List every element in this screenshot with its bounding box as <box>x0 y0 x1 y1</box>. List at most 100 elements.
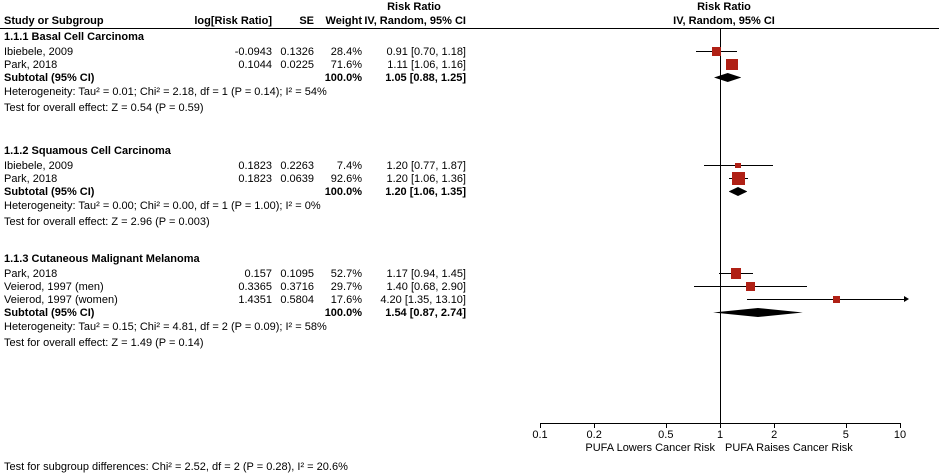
plot-cell <box>466 293 939 306</box>
plot-cell <box>466 280 939 293</box>
subgroup-title-row: 1.1.2 Squamous Cell Carcinoma <box>0 143 939 159</box>
axis-tick <box>720 424 721 428</box>
axis-tick-label: 5 <box>842 429 849 441</box>
col-header-weight: Weight <box>325 14 362 27</box>
risk-ratio-ci-text: 1.20 [0.77, 1.87] <box>386 159 466 172</box>
header-row-2: Study or Subgroup log[Risk Ratio] SE Wei… <box>0 13 939 28</box>
overall-effect-note-row: Test for overall effect: Z = 1.49 (P = 0… <box>0 335 939 351</box>
study-label: Park, 2018 <box>4 172 58 185</box>
study-row: Veierod, 1997 (women) 1.4351 0.5804 17.6% 4.… <box>0 293 939 306</box>
plot-subtitle: IV, Random, 95% CI <box>673 14 775 27</box>
se-value: 0.1326 <box>280 45 314 58</box>
weight-value: 28.4% <box>330 45 362 58</box>
se-value: 0.5804 <box>280 293 314 306</box>
heterogeneity-note: Heterogeneity: Tau² = 0.00; Chi² = 0.00,… <box>4 200 321 212</box>
subgroup-title: 1.1.3 Cutaneous Malignant Melanoma <box>4 253 200 265</box>
study-label: Ibiebele, 2009 <box>4 45 74 58</box>
section-spacer <box>0 230 939 251</box>
risk-ratio-ci-text: 1.54 [0.87, 2.74] <box>385 306 466 319</box>
col-header-effect-ci: IV, Random, 95% CI <box>364 14 466 27</box>
subtotal-row: Subtotal (95% CI) 100.0% 1.05 [0.88, 1.25] <box>0 71 939 84</box>
plot-cell <box>466 267 939 280</box>
plot-title: Risk Ratio <box>697 0 751 13</box>
table-header: Risk Ratio Risk Ratio Study or Subgroup … <box>0 0 939 29</box>
weight-value: 52.7% <box>330 267 362 280</box>
study-label: Veierod, 1997 (women) <box>4 293 118 306</box>
axis-direction-label-right: PUFA Raises Cancer Risk <box>725 442 853 454</box>
section-spacer <box>0 116 939 143</box>
risk-ratio-ci-text: 1.20 [1.06, 1.35] <box>385 185 466 198</box>
weight-value: 92.6% <box>330 172 362 185</box>
weight-value: 7.4% <box>336 159 362 172</box>
heterogeneity-note: Heterogeneity: Tau² = 0.01; Chi² = 2.18,… <box>4 86 327 98</box>
heterogeneity-note-row: Heterogeneity: Tau² = 0.15; Chi² = 4.81,… <box>0 319 939 335</box>
study-row: Ibiebele, 2009 -0.0943 0.1326 28.4% 0.91 [0.… <box>0 45 939 58</box>
study-row: Veierod, 1997 (men) 0.3365 0.3716 29.7% 1.40… <box>0 280 939 293</box>
effect-size-square <box>726 58 738 71</box>
se-value: 0.3716 <box>280 280 314 293</box>
risk-ratio-ci-text: 1.11 [1.06, 1.16] <box>387 58 466 71</box>
risk-ratio-ci-text: 4.20 [1.35, 13.10] <box>380 293 466 306</box>
axis-tick-label: 0.2 <box>586 429 602 441</box>
table-body: 1.1.1 Basal Cell Carcinoma Ibiebele, 2009… <box>0 29 939 417</box>
subtotal-diamond <box>714 73 742 82</box>
risk-ratio-ci-text: 1.20 [1.06, 1.36] <box>386 172 466 185</box>
subtotal-diamond <box>713 308 803 317</box>
plot-cell <box>466 172 939 185</box>
plot-header-cell: Risk Ratio <box>466 0 939 13</box>
subgroup-title: 1.1.1 Basal Cell Carcinoma <box>4 31 145 43</box>
subgroup-title-row: 1.1.1 Basal Cell Carcinoma <box>0 29 939 45</box>
col-header-study: Study or Subgroup <box>4 14 104 27</box>
col-header-se: SE <box>299 14 314 27</box>
study-row: Park, 2018 0.1044 0.0225 71.6% 1.11 [1.06, 1… <box>0 58 939 71</box>
subgroup-differences-note: Test for subgroup differences: Chi² = 2.… <box>4 461 348 473</box>
col-header-log-risk-ratio: log[Risk Ratio] <box>194 14 272 27</box>
subgroup-title: 1.1.2 Squamous Cell Carcinoma <box>4 145 171 157</box>
risk-ratio-ci-text: 1.40 [0.68, 2.90] <box>386 280 466 293</box>
heterogeneity-note-row: Heterogeneity: Tau² = 0.00; Chi² = 0.00,… <box>0 198 939 214</box>
ci-overflow-arrow-icon <box>904 296 909 302</box>
weight-value: 17.6% <box>330 293 362 306</box>
axis-tick-label: 10 <box>893 429 907 441</box>
study-label: Subtotal (95% CI) <box>4 71 95 84</box>
effect-column-title: Risk Ratio <box>387 0 441 13</box>
x-axis: PUFA Lowers Cancer Risk PUFA Raises Canc… <box>0 417 939 457</box>
axis-tick-label: 0.1 <box>532 429 548 441</box>
overall-effect-note: Test for overall effect: Z = 1.49 (P = 0… <box>4 337 204 349</box>
axis-tick <box>774 424 776 428</box>
log-risk-ratio-value: 0.1823 <box>238 159 272 172</box>
log-risk-ratio-value: 0.157 <box>244 267 272 280</box>
risk-ratio-ci-text: 1.05 [0.88, 1.25] <box>385 71 466 84</box>
axis-tick <box>900 424 901 428</box>
se-value: 0.2263 <box>280 159 314 172</box>
study-row: Park, 2018 0.157 0.1095 52.7% 1.17 [0.94, 1.… <box>0 267 939 280</box>
header-row-1: Risk Ratio Risk Ratio <box>0 0 939 13</box>
study-label: Veierod, 1997 (men) <box>4 280 104 293</box>
axis-tick <box>845 424 847 428</box>
log-risk-ratio-value: 1.4351 <box>238 293 272 306</box>
overall-effect-note: Test for overall effect: Z = 0.54 (P = 0… <box>4 102 204 114</box>
plot-cell <box>466 71 939 84</box>
plot-cell <box>466 58 939 71</box>
heterogeneity-note: Heterogeneity: Tau² = 0.15; Chi² = 4.81,… <box>4 321 327 333</box>
effect-size-square <box>746 282 755 291</box>
log-risk-ratio-value: 0.1823 <box>238 172 272 185</box>
overall-effect-note: Test for overall effect: Z = 2.96 (P = 0… <box>4 216 210 228</box>
subtotal-diamond <box>728 187 748 196</box>
effect-size-square <box>731 268 742 279</box>
study-label: Ibiebele, 2009 <box>4 159 74 172</box>
null-effect-line <box>720 29 721 423</box>
plot-subheader-cell: IV, Random, 95% CI <box>466 13 939 28</box>
weight-value: 100.0% <box>324 71 362 84</box>
se-value: 0.0225 <box>280 58 314 71</box>
axis-tick <box>540 424 541 428</box>
effect-size-square <box>735 162 742 169</box>
effect-size-square <box>832 295 840 304</box>
axis-direction-label-left: PUFA Lowers Cancer Risk <box>585 442 715 454</box>
se-value: 0.0639 <box>280 172 314 185</box>
study-label: Subtotal (95% CI) <box>4 306 95 319</box>
weight-value: 100.0% <box>324 306 362 319</box>
study-label: Park, 2018 <box>4 58 58 71</box>
subgroup-title-row: 1.1.3 Cutaneous Malignant Melanoma <box>0 251 939 267</box>
